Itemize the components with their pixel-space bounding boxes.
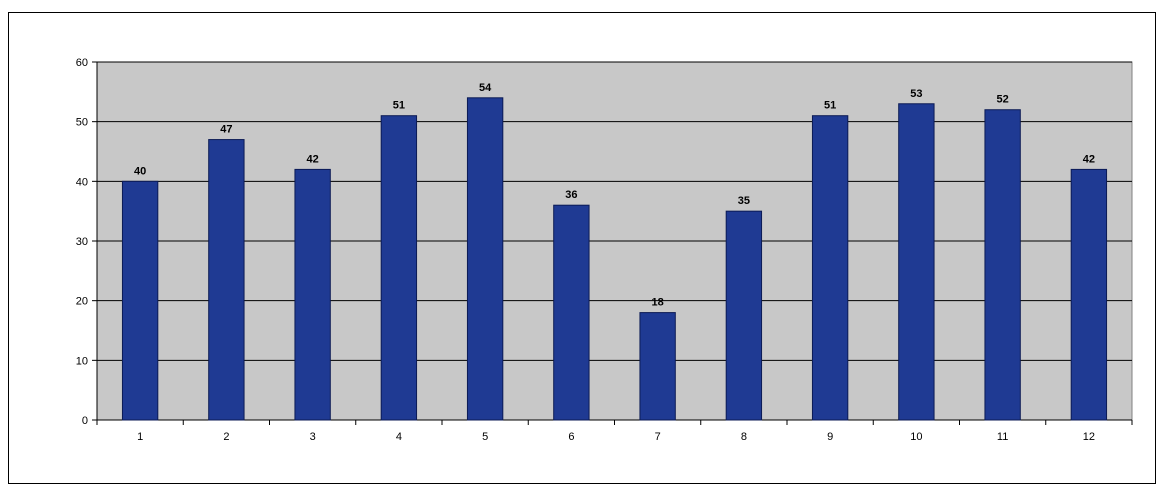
data-label: 42	[1083, 153, 1095, 165]
data-label: 35	[738, 195, 750, 207]
bar	[639, 312, 676, 421]
data-label: 36	[565, 189, 577, 201]
bar	[294, 168, 331, 421]
data-label: 51	[824, 100, 836, 112]
y-tick-label: 20	[76, 296, 88, 308]
bar	[380, 115, 418, 421]
data-label: 54	[479, 82, 492, 94]
x-tick-label: 7	[655, 431, 661, 443]
y-axis: 0 10 20 30 40 50 60	[76, 57, 98, 427]
data-label: 18	[652, 297, 664, 309]
x-tick-label: 1	[137, 431, 143, 443]
x-tick-label: 11	[997, 431, 1008, 443]
x-tick-label: 12	[1083, 431, 1095, 443]
y-tick-label: 50	[76, 117, 88, 129]
x-tick-label: 8	[741, 431, 747, 443]
x-tick-label: 2	[223, 431, 229, 443]
y-tick-label: 40	[76, 176, 88, 188]
bar	[811, 115, 849, 421]
bar	[466, 97, 504, 421]
y-tick-label: 60	[76, 57, 88, 69]
data-label: 51	[393, 100, 405, 112]
data-label: 40	[134, 165, 146, 177]
bar	[898, 103, 935, 421]
data-label: 47	[220, 124, 232, 136]
x-tick-label: 10	[910, 431, 922, 443]
bar	[553, 204, 590, 421]
bar	[208, 139, 245, 421]
data-labels: 40 47 42 51 54 36 18 35 51 53 52 42	[134, 82, 1095, 309]
data-label: 52	[997, 94, 1009, 106]
bar	[725, 210, 763, 421]
data-label: 42	[307, 153, 319, 165]
y-tick-label: 30	[76, 236, 88, 248]
bars	[121, 97, 1108, 421]
bar	[1070, 168, 1108, 421]
x-axis: 1 2 3 4 5 6 7 8 9 10 11 12	[96, 419, 1133, 443]
x-tick-label: 9	[827, 431, 833, 443]
x-tick-label: 6	[568, 431, 574, 443]
x-tick-label: 5	[482, 431, 488, 443]
gridlines	[97, 61, 1132, 361]
y-tick-label: 10	[76, 355, 88, 367]
bar	[984, 109, 1021, 421]
bar	[121, 180, 159, 421]
data-label: 53	[910, 88, 922, 100]
y-tick-label: 0	[82, 415, 88, 427]
x-tick-label: 3	[310, 431, 316, 443]
x-tick-label: 4	[396, 431, 402, 443]
